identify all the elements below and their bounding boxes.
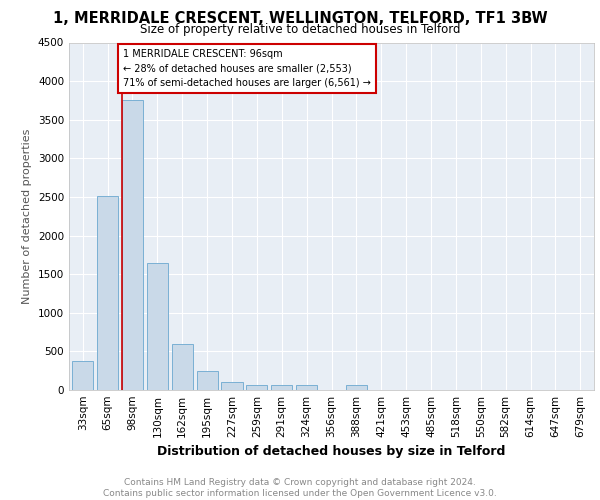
Bar bbox=[97, 196, 118, 390]
Bar bbox=[271, 385, 292, 390]
X-axis label: Distribution of detached houses by size in Telford: Distribution of detached houses by size … bbox=[157, 446, 506, 458]
Bar bbox=[221, 382, 242, 390]
Bar bbox=[172, 344, 193, 390]
Bar bbox=[122, 100, 143, 390]
Bar bbox=[296, 385, 317, 390]
Text: Contains HM Land Registry data © Crown copyright and database right 2024.
Contai: Contains HM Land Registry data © Crown c… bbox=[103, 478, 497, 498]
Y-axis label: Number of detached properties: Number of detached properties bbox=[22, 128, 32, 304]
Text: 1, MERRIDALE CRESCENT, WELLINGTON, TELFORD, TF1 3BW: 1, MERRIDALE CRESCENT, WELLINGTON, TELFO… bbox=[53, 11, 547, 26]
Bar bbox=[246, 385, 268, 390]
Bar bbox=[72, 361, 93, 390]
Bar bbox=[197, 372, 218, 390]
Text: 1 MERRIDALE CRESCENT: 96sqm
← 28% of detached houses are smaller (2,553)
71% of : 1 MERRIDALE CRESCENT: 96sqm ← 28% of det… bbox=[123, 48, 371, 88]
Text: Size of property relative to detached houses in Telford: Size of property relative to detached ho… bbox=[140, 22, 460, 36]
Bar bbox=[147, 264, 168, 390]
Bar bbox=[346, 385, 367, 390]
